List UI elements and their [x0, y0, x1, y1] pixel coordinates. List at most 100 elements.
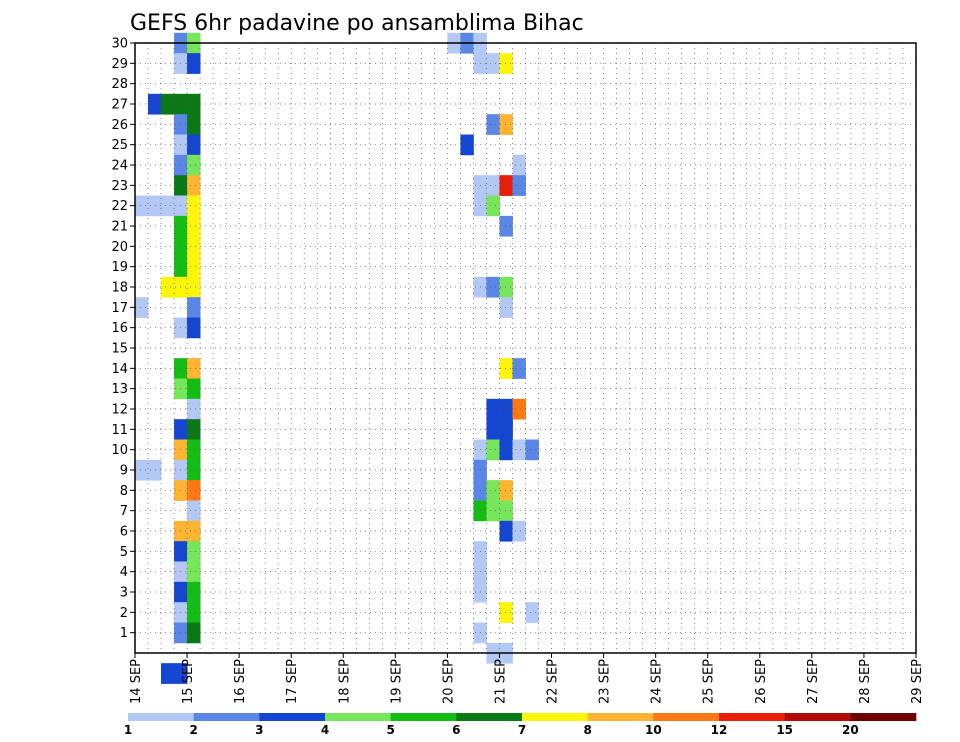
x-tick-label: 17 SEP	[285, 659, 300, 704]
precip-cell	[161, 276, 175, 298]
y-tick-label: 24	[111, 159, 128, 174]
y-tick-label: 18	[111, 281, 128, 296]
precip-cell	[187, 561, 201, 583]
y-tick-label: 17	[111, 301, 128, 316]
precip-cell	[148, 195, 162, 217]
precip-cell	[187, 195, 201, 217]
precip-cell	[499, 114, 513, 135]
colorbar-swatch	[456, 713, 523, 721]
precip-cell	[525, 602, 539, 623]
colorbar-swatch	[587, 713, 654, 721]
colorbar-label: 3	[255, 723, 263, 737]
precip-cell	[161, 663, 175, 684]
gridlines	[135, 43, 916, 653]
y-tick-label: 23	[111, 179, 128, 194]
axes: 1234567891011121314151617181920212223242…	[111, 37, 925, 704]
x-tick-label: 14 SEP	[129, 659, 144, 704]
precip-cell	[135, 195, 149, 217]
precip-cell	[187, 378, 201, 400]
precip-cell	[512, 398, 526, 420]
y-tick-label: 19	[111, 260, 128, 275]
x-tick-label: 29 SEP	[910, 659, 925, 704]
x-tick-label: 19 SEP	[389, 659, 404, 704]
y-tick-label: 14	[111, 362, 128, 377]
precip-cell	[486, 398, 500, 420]
precip-cell	[187, 520, 201, 542]
precip-cell	[499, 398, 513, 420]
precip-cell	[486, 175, 500, 196]
y-tick-label: 13	[111, 382, 128, 397]
precip-cell	[512, 439, 526, 461]
x-tick-label: 16 SEP	[233, 659, 248, 704]
y-tick-label: 28	[111, 77, 128, 92]
colorbar-label: 8	[583, 723, 591, 737]
colorbar-swatch	[719, 713, 785, 721]
y-tick-label: 12	[111, 403, 128, 418]
precip-cell	[187, 297, 201, 318]
precip-cell	[187, 276, 201, 298]
precip-cell	[187, 236, 201, 257]
colorbar-swatch	[522, 713, 588, 721]
precip-cell	[512, 358, 526, 379]
precip-cell	[174, 663, 188, 684]
precip-cell	[187, 581, 201, 603]
x-tick-label: 22 SEP	[546, 659, 561, 704]
y-tick-label: 15	[111, 342, 128, 357]
precip-cell	[187, 622, 201, 644]
colorbar-label: 6	[452, 723, 460, 737]
x-tick-label: 18 SEP	[337, 659, 352, 704]
precip-cell	[499, 520, 513, 542]
precip-cell	[187, 439, 201, 461]
precip-cell	[499, 358, 513, 379]
precip-cell	[135, 459, 149, 481]
precip-cell	[499, 602, 513, 623]
colorbar-label: 5	[386, 723, 394, 737]
y-tick-label: 3	[120, 586, 128, 601]
x-tick-label: 25 SEP	[702, 659, 717, 704]
precip-cell	[499, 419, 513, 440]
y-tick-label: 11	[111, 423, 128, 438]
precip-cell	[187, 154, 201, 176]
precip-cell	[486, 114, 500, 135]
precip-cell	[525, 439, 539, 461]
precip-cell	[499, 276, 513, 298]
precip-cell	[187, 317, 201, 339]
x-tick-label: 26 SEP	[754, 659, 769, 704]
y-tick-label: 21	[111, 220, 128, 235]
precip-cell	[187, 358, 201, 379]
colorbar-label: 4	[321, 723, 329, 737]
precip-cell	[187, 256, 201, 278]
precip-cell	[187, 459, 201, 481]
precipitation-cells	[135, 32, 539, 684]
y-tick-label: 7	[120, 504, 128, 519]
chart-title: GEFS 6hr padavine po ansamblima Bihac	[130, 11, 584, 36]
colorbar-swatch	[259, 713, 326, 721]
colorbar-label: 12	[711, 723, 728, 737]
precip-cell	[187, 500, 201, 522]
precip-cell	[512, 520, 526, 542]
colorbar-label: 10	[645, 723, 662, 737]
y-tick-label: 10	[111, 443, 128, 458]
precip-cell	[499, 297, 513, 318]
precip-cell	[187, 93, 201, 115]
y-tick-label: 20	[111, 240, 128, 255]
precip-cell	[161, 93, 175, 115]
colorbar-swatch	[325, 713, 391, 721]
y-tick-label: 26	[111, 118, 128, 133]
precip-cell	[499, 439, 513, 461]
colorbar-swatch	[784, 713, 851, 721]
precip-cell	[187, 480, 201, 501]
precip-cell	[499, 175, 513, 196]
colorbar-swatch	[653, 713, 720, 721]
colorbar-label: 7	[518, 723, 526, 737]
precip-cell	[187, 114, 201, 135]
colorbar: 1 2 3 4 5 6 7 8 10 12 15 20	[124, 713, 917, 737]
precip-cell	[148, 93, 162, 115]
y-tick-label: 25	[111, 138, 128, 153]
precip-cell	[512, 154, 526, 176]
precip-cell	[187, 175, 201, 196]
colorbar-swatch	[390, 713, 457, 721]
precip-cell	[499, 480, 513, 501]
precip-cell	[486, 500, 500, 522]
precip-cell	[187, 602, 201, 623]
